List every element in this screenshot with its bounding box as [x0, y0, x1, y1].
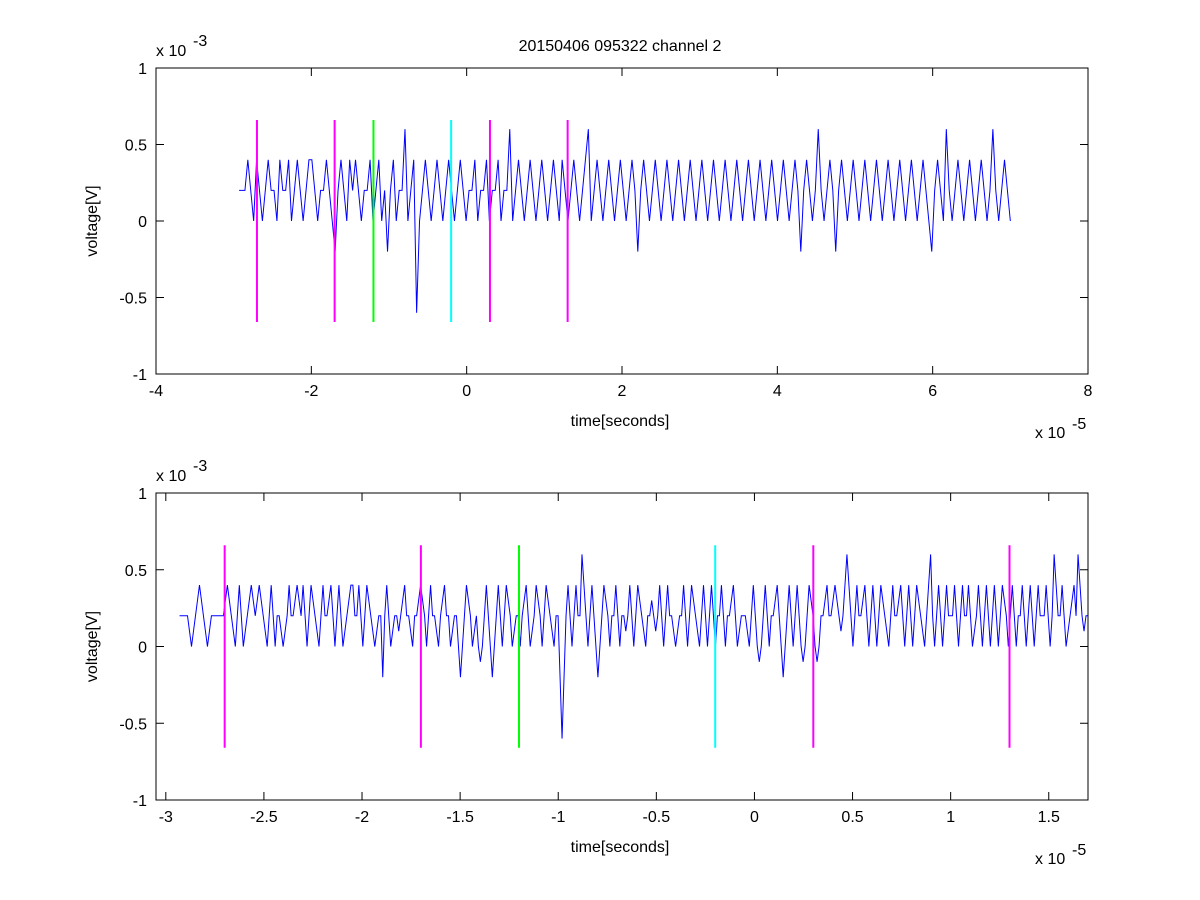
y-axis-label: voltage[V]	[84, 611, 101, 682]
x-tick-label: 2	[618, 383, 627, 400]
bottom-plot: -3 -2.5 -2 -1.5 -1 -0.5 0 0.5 1 1.5 -1 -0.5 0 0.5 1 tim…	[84, 458, 1089, 868]
x-multiplier-exponent: -5	[1072, 842, 1086, 859]
x-multiplier-base: x 10	[1035, 851, 1065, 868]
x-tick-label: -1	[551, 809, 565, 826]
axes-frame	[155, 67, 1089, 375]
y-multiplier-exponent: -3	[193, 33, 207, 50]
x-tick-label: 0	[750, 809, 759, 826]
x-axis-label: time[seconds]	[571, 413, 670, 430]
y-multiplier-base: x 10	[156, 468, 186, 485]
x-tick-label: 8	[1084, 383, 1093, 400]
y-tick-label: 0.5	[125, 563, 147, 580]
y-tick-label: 1	[138, 486, 147, 503]
y-tick-label: 0	[138, 214, 147, 231]
x-tick-label: 1.5	[1038, 809, 1060, 826]
y-tick-label: -1	[133, 367, 147, 384]
x-axis-label: time[seconds]	[571, 839, 670, 856]
x-multiplier-exponent: -5	[1072, 416, 1086, 433]
y-multiplier-base: x 10	[156, 43, 186, 60]
x-tick-label: 1	[946, 809, 955, 826]
y-multiplier-exponent: -3	[193, 458, 207, 475]
y-axis-label: voltage[V]	[84, 185, 101, 256]
y-tick-label: -1	[133, 793, 147, 810]
voltage-trace-series-0	[239, 129, 1011, 313]
voltage-trace-series-0	[179, 554, 1088, 739]
x-tick-label: -0.5	[643, 809, 671, 826]
x-tick-label: -2	[304, 383, 318, 400]
axes-frame	[155, 492, 1089, 801]
x-tick-label: -2	[355, 809, 369, 826]
figure-title: 20150406 095322 channel 2	[519, 38, 722, 55]
x-tick-label: -2.5	[250, 809, 278, 826]
x-tick-label: 6	[928, 383, 937, 400]
x-tick-label: -1.5	[446, 809, 474, 826]
top-plot: -4 -2 0 2 4 6 8 -1 -0.5 0 0.5 1 time[seconds] voltage…	[84, 33, 1093, 442]
x-tick-label: 0.5	[841, 809, 863, 826]
y-tick-label: 1	[138, 61, 147, 78]
y-tick-label: -0.5	[119, 716, 147, 733]
y-tick-label: -0.5	[119, 291, 147, 308]
x-tick-label: -4	[149, 383, 163, 400]
x-tick-label: 4	[773, 383, 782, 400]
x-tick-label: 0	[462, 383, 471, 400]
y-tick-label: 0	[138, 640, 147, 657]
x-tick-label: -3	[159, 809, 173, 826]
x-multiplier-base: x 10	[1035, 425, 1065, 442]
y-tick-label: 0.5	[125, 138, 147, 155]
